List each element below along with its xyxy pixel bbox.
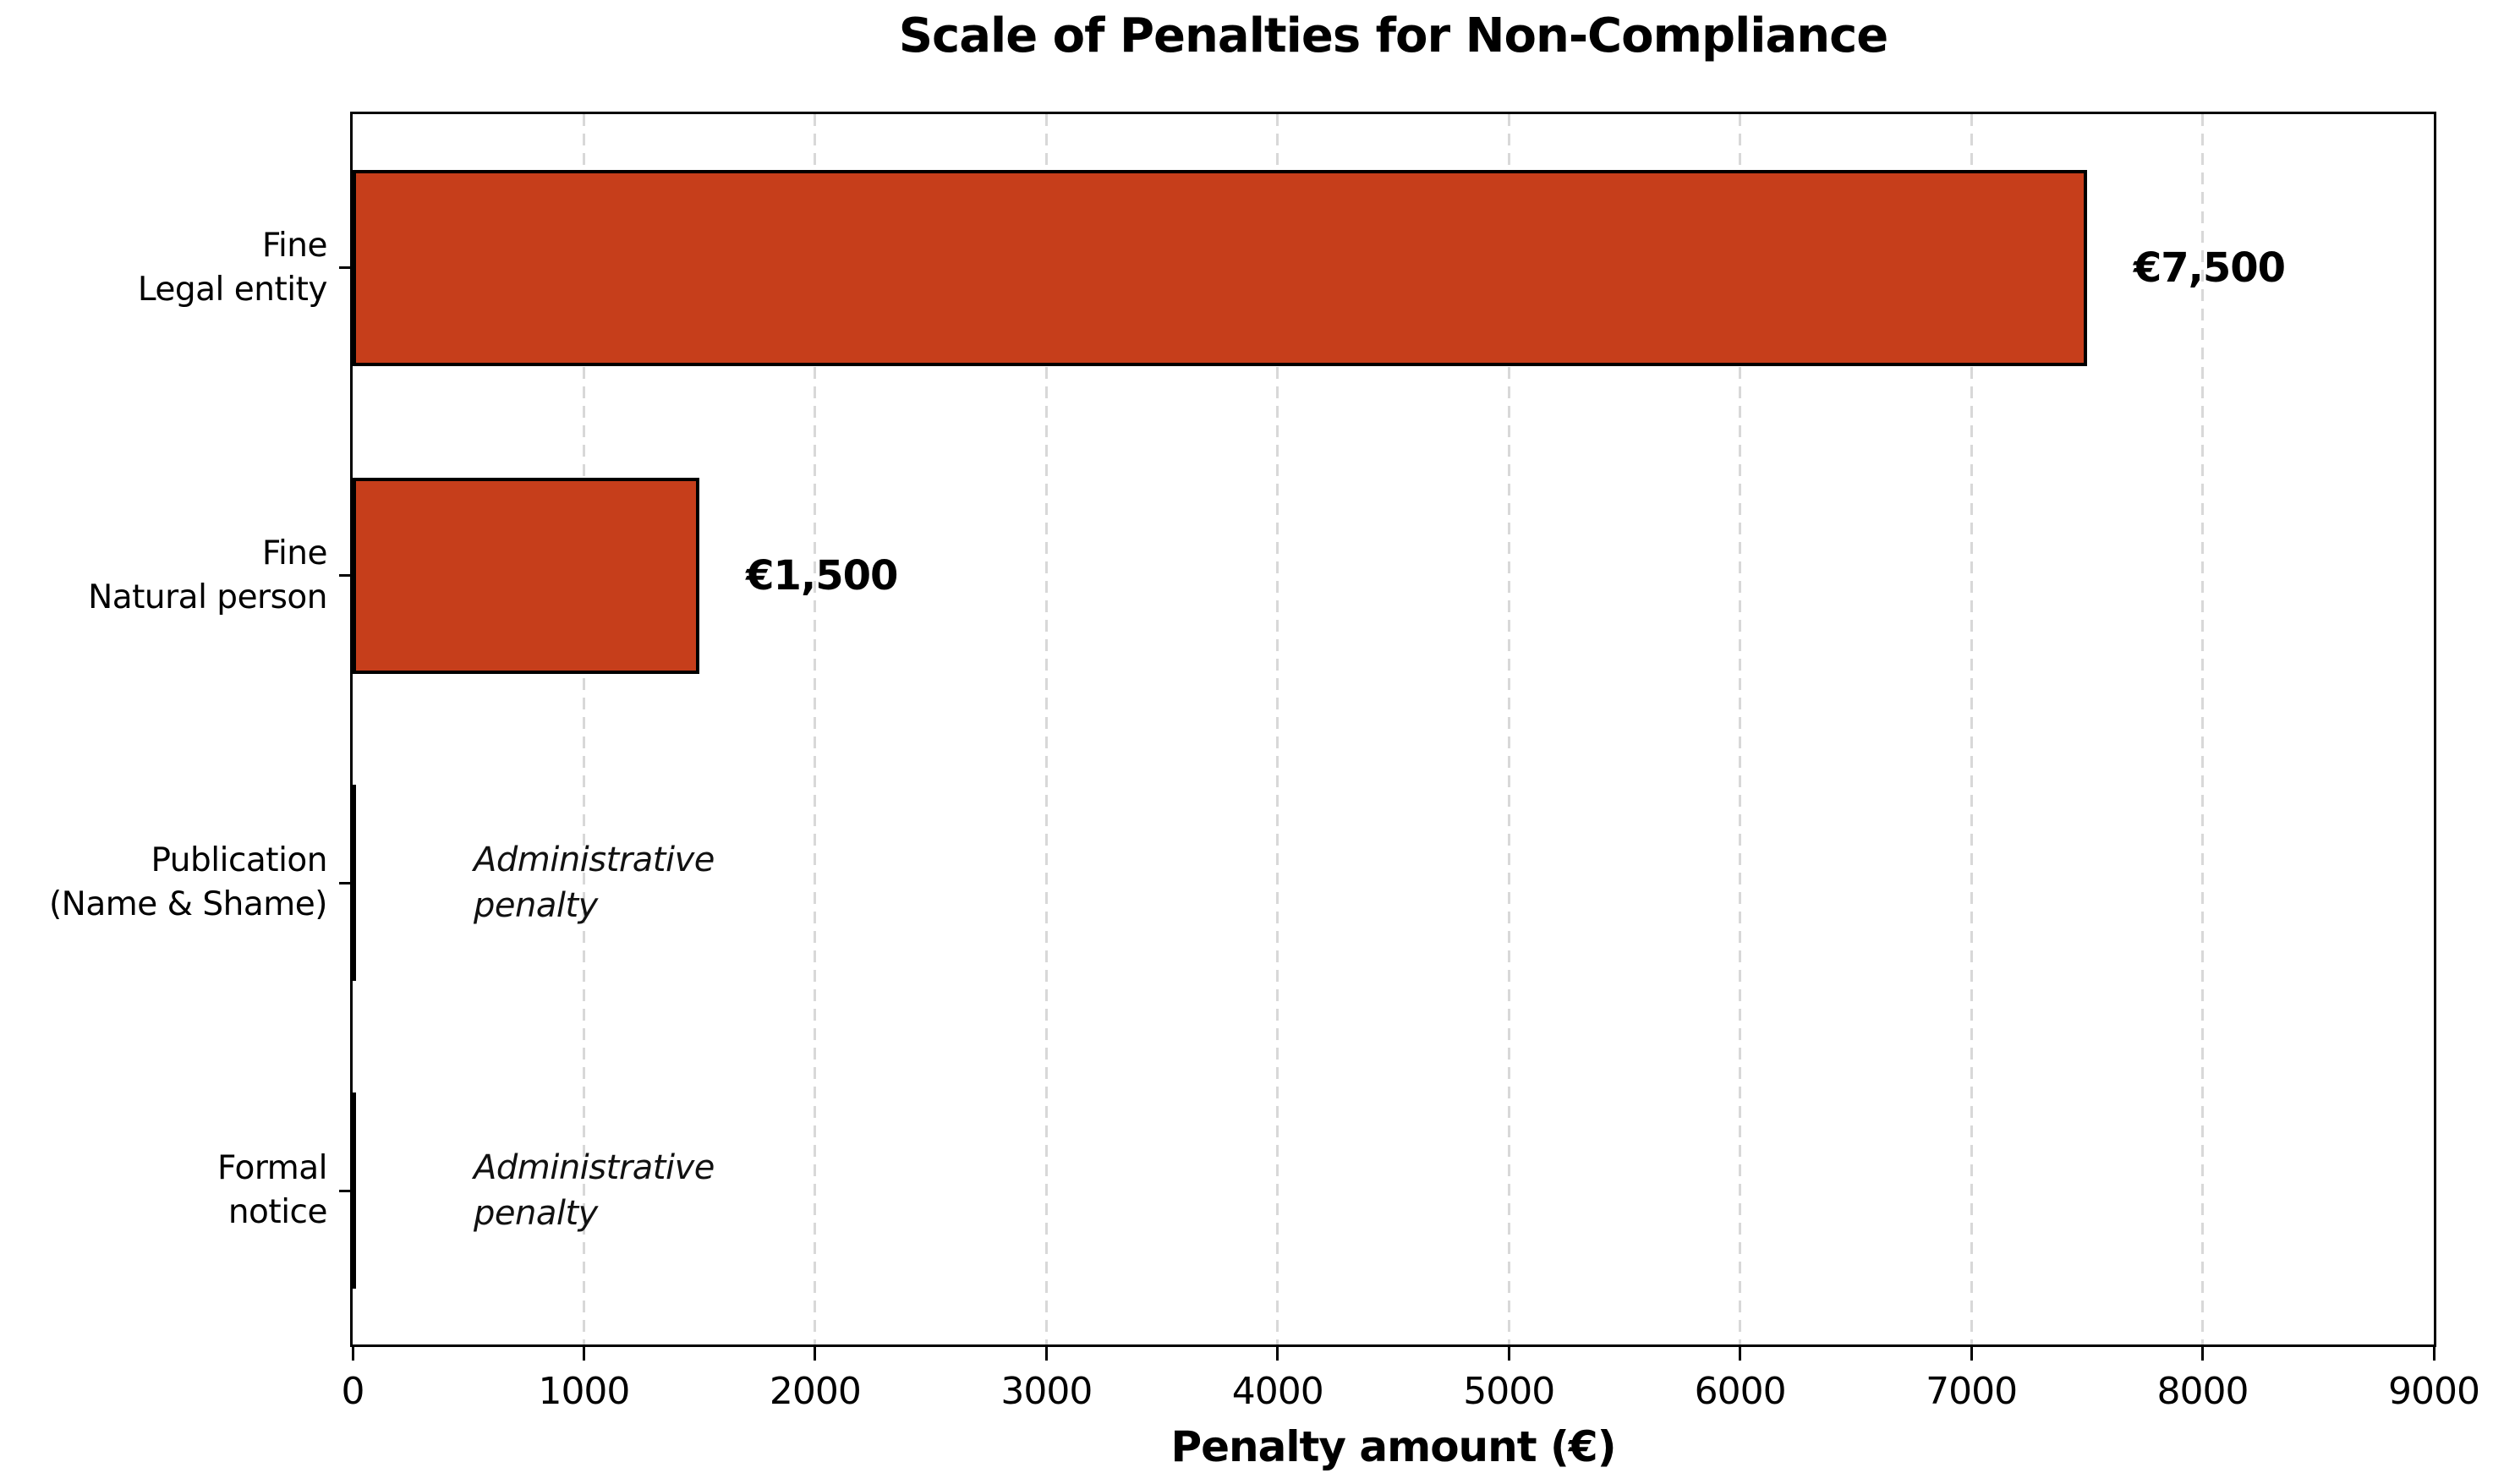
- x-tick-mark-7000: [1970, 1347, 1973, 1361]
- gridline-x-1000: [582, 114, 585, 1344]
- x-tick-label-6000: 6000: [1694, 1370, 1787, 1413]
- bar-0: [353, 169, 2087, 366]
- gridline-x-8000: [2201, 114, 2205, 1344]
- x-tick-label-5000: 5000: [1463, 1370, 1555, 1413]
- zero-width-bar-2: [353, 785, 356, 982]
- y-tick-label-3: Formal notice: [217, 1149, 327, 1232]
- x-tick-mark-8000: [2201, 1347, 2205, 1361]
- x-tick-mark-4000: [1276, 1347, 1279, 1361]
- x-tick-label-1000: 1000: [538, 1370, 630, 1413]
- y-tick-mark-1: [339, 574, 353, 578]
- x-tick-mark-0: [351, 1347, 354, 1361]
- x-tick-mark-3000: [1044, 1347, 1048, 1361]
- gridline-x-5000: [1507, 114, 1510, 1344]
- y-tick-label-0: Fine Legal entity: [137, 226, 328, 309]
- annotation-3: Administrative penalty: [474, 1148, 715, 1234]
- x-tick-label-3000: 3000: [1000, 1370, 1093, 1413]
- x-tick-mark-6000: [1739, 1347, 1742, 1361]
- x-tick-label-9000: 9000: [2388, 1370, 2480, 1413]
- x-tick-mark-9000: [2432, 1347, 2436, 1361]
- x-tick-label-2000: 2000: [769, 1370, 862, 1413]
- gridline-x-4000: [1276, 114, 1279, 1344]
- x-tick-mark-5000: [1507, 1347, 1510, 1361]
- gridline-x-6000: [1739, 114, 1742, 1344]
- zero-width-bar-3: [353, 1092, 356, 1290]
- y-tick-label-1: Fine Natural person: [88, 534, 327, 616]
- x-tick-label-7000: 7000: [1926, 1370, 2018, 1413]
- gridline-x-2000: [814, 114, 817, 1344]
- x-tick-mark-1000: [582, 1347, 585, 1361]
- x-tick-label-4000: 4000: [1231, 1370, 1324, 1413]
- y-tick-mark-0: [339, 266, 353, 270]
- bar-value-label-1: €1,500: [746, 551, 898, 600]
- x-tick-mark-2000: [814, 1347, 817, 1361]
- y-tick-mark-3: [339, 1189, 353, 1192]
- bar-1: [353, 477, 700, 674]
- y-tick-label-2: Publication (Name & Shame): [48, 841, 328, 924]
- y-tick-mark-2: [339, 881, 353, 884]
- x-tick-label-8000: 8000: [2156, 1370, 2249, 1413]
- gridline-x-3000: [1044, 114, 1048, 1344]
- bar-value-label-0: €7,500: [2133, 244, 2286, 292]
- x-tick-label-0: 0: [341, 1370, 365, 1413]
- chart-title: Scale of Penalties for Non-Compliance: [898, 8, 1889, 63]
- plot-area: €7,500 €1,500 Administrative penalty Admini…: [350, 112, 2436, 1347]
- x-axis-label: Penalty amount (€): [1170, 1422, 1616, 1471]
- gridline-x-7000: [1970, 114, 1973, 1344]
- annotation-2: Administrative penalty: [474, 841, 715, 926]
